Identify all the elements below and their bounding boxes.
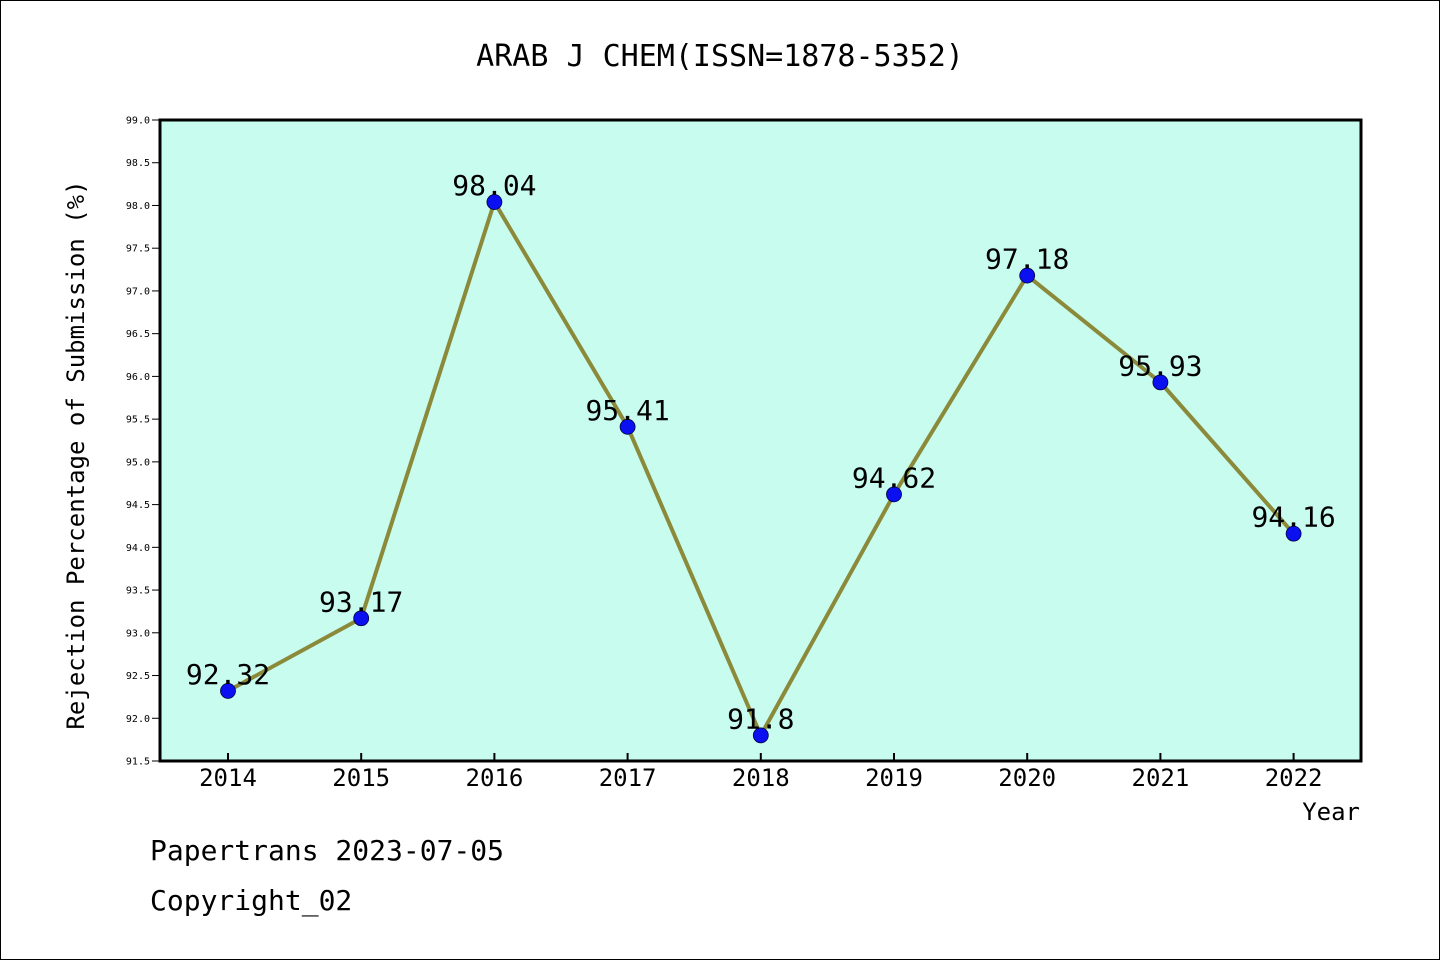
data-point: [1285, 525, 1302, 542]
copyright-text: Copyright_02: [150, 884, 353, 917]
data-label: 95.41: [585, 394, 669, 427]
data-label: 95.93: [1118, 349, 1202, 382]
data-label: 97.18: [985, 243, 1069, 276]
y-tick-label: 91.5: [126, 757, 150, 768]
y-tick-label: 95.5: [126, 415, 150, 426]
plot-area: [158, 118, 1363, 763]
x-tick-label: 2019: [865, 764, 923, 792]
y-tick-label: 96.5: [126, 329, 150, 340]
data-label: 92.32: [186, 658, 270, 691]
y-tick-label: 92.0: [126, 714, 150, 725]
chart-title: ARAB J CHEM(ISSN=1878-5352): [476, 39, 964, 74]
y-axis-label: Rejection Percentage of Submission (%): [62, 180, 90, 729]
y-tick-label: 99.0: [126, 116, 150, 127]
data-point: [486, 194, 503, 210]
data-label: 93.17: [319, 585, 403, 618]
x-tick-label: 2020: [998, 764, 1056, 792]
data-point: [220, 683, 236, 699]
y-tick-label: 95.0: [126, 457, 150, 468]
data-point: [1019, 267, 1036, 284]
y-tick-label: 96.0: [126, 372, 150, 383]
y-tick-label: 94.0: [126, 543, 150, 554]
x-tick-label: 2017: [599, 764, 657, 792]
data-point: [619, 418, 636, 435]
data-label: 94.16: [1251, 501, 1335, 534]
y-tick-label: 94.5: [126, 500, 150, 511]
watermark-text: Papertrans 2023-07-05: [150, 834, 505, 867]
data-point: [886, 486, 902, 503]
x-axis: 2014 2015 2016 2017 2018 2019 2020 2021 2022: [199, 753, 1322, 792]
y-tick-label: 97.5: [126, 244, 150, 255]
y-tick-label: 98.0: [126, 201, 150, 212]
x-tick-label: 2014: [199, 764, 257, 792]
data-point: [353, 610, 370, 627]
x-tick-label: 2021: [1132, 764, 1190, 792]
series-line-group: 92.32 93.17 98.04 95.41 91.8 94.62 97.18 95.93 9…: [186, 169, 1336, 744]
y-tick-label: 92.5: [126, 671, 150, 682]
data-label: 98.04: [452, 169, 536, 202]
x-tick-label: 2018: [732, 764, 790, 792]
data-point: [1152, 374, 1169, 391]
y-axis: 91.5 92.0 92.5 93.0 93.5 94.0 94.5 95.0 95.5 96.0…: [126, 116, 160, 768]
x-tick-label: 2022: [1265, 764, 1323, 792]
y-tick-label: 97.0: [126, 286, 150, 297]
data-point: [752, 727, 769, 744]
y-tick-label: 93.0: [126, 628, 150, 639]
y-tick-label: 93.5: [126, 586, 150, 597]
data-label: 91.8: [727, 702, 794, 735]
x-axis-label: Year: [1302, 798, 1360, 826]
y-tick-label: 98.5: [126, 158, 150, 169]
data-label: 94.62: [852, 461, 936, 494]
x-tick-label: 2015: [332, 764, 390, 792]
x-tick-label: 2016: [466, 764, 524, 792]
